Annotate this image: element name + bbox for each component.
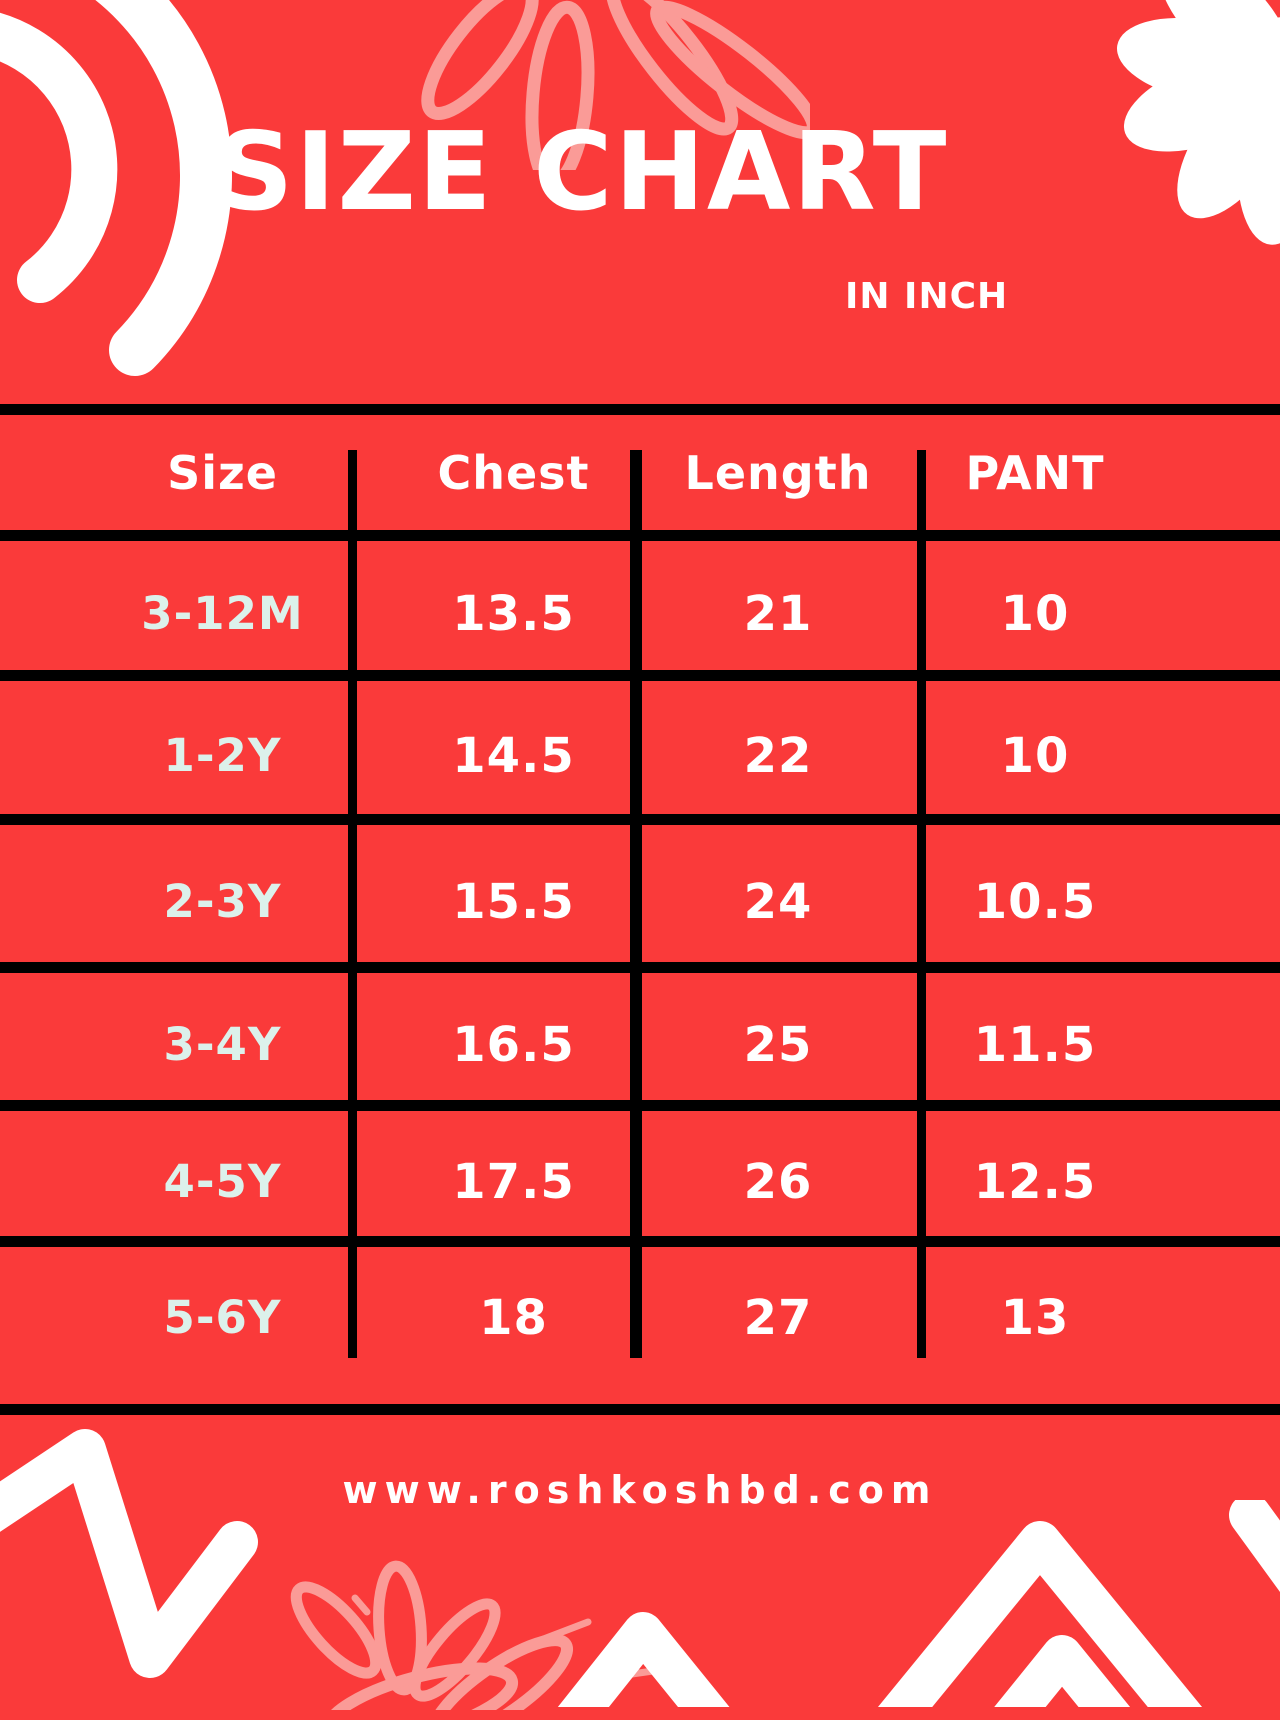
column-divider-size-chest xyxy=(348,450,357,1358)
length-cell: 25 xyxy=(743,1016,813,1073)
unit-subtitle: IN INCH xyxy=(845,276,1009,317)
chest-cell: 15.5 xyxy=(452,873,575,930)
table-row: 1-2Y 14.5 22 10 xyxy=(0,681,1280,814)
column-divider-chest-length xyxy=(630,450,642,1358)
pant-cell: 13 xyxy=(1000,1289,1070,1346)
pant-cell: 10 xyxy=(1000,585,1070,642)
pant-cell: 10.5 xyxy=(973,873,1097,930)
length-cell: 27 xyxy=(743,1289,813,1346)
bottom-center-sparkle-decoration xyxy=(290,1560,664,1710)
length-cell: 21 xyxy=(743,585,813,642)
pant-cell: 10 xyxy=(1000,727,1070,784)
table-header-row: Size Chest Length PANT xyxy=(0,415,1280,530)
pant-cell: 11.5 xyxy=(973,1016,1097,1073)
size-chart-table: Size Chest Length PANT 3-12M 13.5 21 10 … xyxy=(0,404,1280,1415)
column-header-size: Size xyxy=(167,445,278,500)
pant-cell: 12.5 xyxy=(973,1153,1097,1210)
size-cell: 2-3Y xyxy=(163,875,282,928)
size-cell: 3-12M xyxy=(141,587,304,640)
table-row: 3-4Y 16.5 25 11.5 xyxy=(0,973,1280,1100)
size-cell: 5-6Y xyxy=(163,1291,282,1344)
chest-cell: 13.5 xyxy=(452,585,575,642)
size-cell: 1-2Y xyxy=(163,729,282,782)
table-row: 3-12M 13.5 21 10 xyxy=(0,541,1280,670)
chest-cell: 14.5 xyxy=(452,727,575,784)
chest-cell: 16.5 xyxy=(452,1016,575,1073)
table-row: 5-6Y 18 27 13 xyxy=(0,1247,1280,1404)
size-cell: 3-4Y xyxy=(163,1018,282,1071)
page-title: SIZE CHART xyxy=(215,110,949,235)
size-cell: 4-5Y xyxy=(163,1155,282,1208)
length-cell: 22 xyxy=(743,727,813,784)
bottom-left-zigzag-decoration xyxy=(0,1429,258,1678)
column-header-pant: PANT xyxy=(965,445,1105,500)
chest-cell: 18 xyxy=(479,1289,548,1346)
column-header-length: Length xyxy=(684,445,872,500)
column-divider-length-pant xyxy=(917,450,926,1358)
table-row: 2-3Y 15.5 24 10.5 xyxy=(0,825,1280,962)
table-border-top xyxy=(0,404,1280,415)
length-cell: 24 xyxy=(743,873,813,930)
length-cell: 26 xyxy=(743,1153,813,1210)
table-border-bottom xyxy=(0,1404,1280,1415)
table-row: 4-5Y 17.5 26 12.5 xyxy=(0,1111,1280,1236)
column-header-chest: Chest xyxy=(437,445,590,500)
chest-cell: 17.5 xyxy=(452,1153,575,1210)
website-url: www.roshkoshbd.com xyxy=(342,1468,938,1512)
bottom-right-chevrons-decoration xyxy=(557,1500,1280,1707)
